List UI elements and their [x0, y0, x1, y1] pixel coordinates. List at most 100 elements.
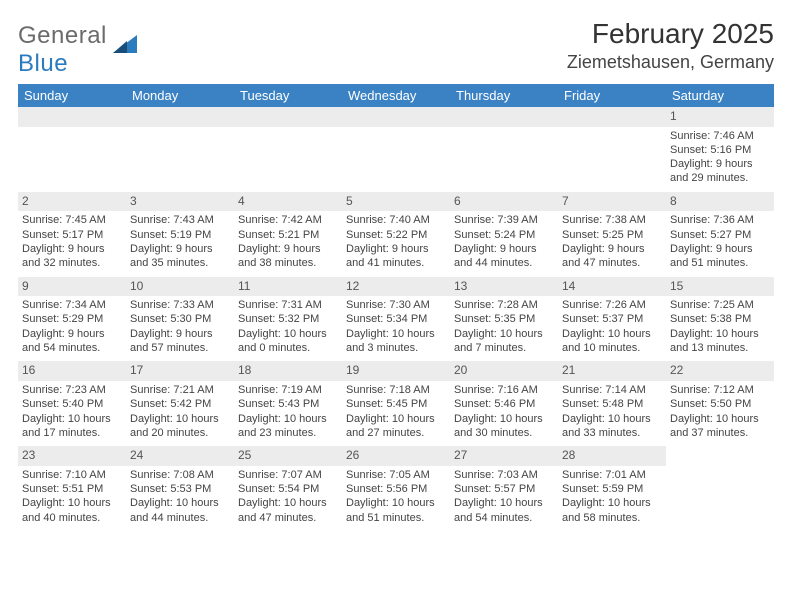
- calendar-body: 1Sunrise: 7:46 AMSunset: 5:16 PMDaylight…: [18, 107, 774, 531]
- day-number: 28: [558, 446, 666, 466]
- day-cell: 13Sunrise: 7:28 AMSunset: 5:35 PMDayligh…: [450, 277, 558, 362]
- day-sunset: Sunset: 5:27 PM: [670, 228, 770, 242]
- day-day1: Daylight: 9 hours: [130, 327, 230, 341]
- dayhead-fri: Friday: [558, 84, 666, 107]
- day-sunrise: Sunrise: 7:40 AM: [346, 213, 446, 227]
- month-title: February 2025: [567, 18, 774, 50]
- day-cell: 11Sunrise: 7:31 AMSunset: 5:32 PMDayligh…: [234, 277, 342, 362]
- day-sunset: Sunset: 5:16 PM: [670, 143, 770, 157]
- day-day1: Daylight: 10 hours: [562, 496, 662, 510]
- day-day1: Daylight: 10 hours: [130, 496, 230, 510]
- logo-part1: General: [18, 22, 107, 49]
- day-sunset: Sunset: 5:21 PM: [238, 228, 338, 242]
- logo-part2: Blue: [18, 50, 68, 77]
- day-number: [126, 107, 234, 127]
- day-cell: 22Sunrise: 7:12 AMSunset: 5:50 PMDayligh…: [666, 361, 774, 446]
- day-cell: 10Sunrise: 7:33 AMSunset: 5:30 PMDayligh…: [126, 277, 234, 362]
- day-sunset: Sunset: 5:43 PM: [238, 397, 338, 411]
- day-sunrise: Sunrise: 7:31 AM: [238, 298, 338, 312]
- day-number: 15: [666, 277, 774, 297]
- day-number: 6: [450, 192, 558, 212]
- day-cell: 6Sunrise: 7:39 AMSunset: 5:24 PMDaylight…: [450, 192, 558, 277]
- day-day1: Daylight: 10 hours: [562, 412, 662, 426]
- day-number: 18: [234, 361, 342, 381]
- day-number: 2: [18, 192, 126, 212]
- day-day2: and 54 minutes.: [454, 511, 554, 525]
- dayhead-sat: Saturday: [666, 84, 774, 107]
- day-sunrise: Sunrise: 7:46 AM: [670, 129, 770, 143]
- day-day2: and 30 minutes.: [454, 426, 554, 440]
- day-day1: Daylight: 10 hours: [670, 412, 770, 426]
- day-number: 9: [18, 277, 126, 297]
- day-day2: and 41 minutes.: [346, 256, 446, 270]
- day-sunrise: Sunrise: 7:21 AM: [130, 383, 230, 397]
- day-sunset: Sunset: 5:42 PM: [130, 397, 230, 411]
- location: Ziemetshausen, Germany: [567, 52, 774, 73]
- calendar-week: 23Sunrise: 7:10 AMSunset: 5:51 PMDayligh…: [18, 446, 774, 531]
- day-day1: Daylight: 9 hours: [130, 242, 230, 256]
- header: General Blue February 2025 Ziemetshausen…: [18, 18, 774, 78]
- day-number: 13: [450, 277, 558, 297]
- day-day2: and 0 minutes.: [238, 341, 338, 355]
- day-cell: 14Sunrise: 7:26 AMSunset: 5:37 PMDayligh…: [558, 277, 666, 362]
- day-number: 25: [234, 446, 342, 466]
- day-day1: Daylight: 10 hours: [238, 412, 338, 426]
- day-day2: and 17 minutes.: [22, 426, 122, 440]
- calendar-week: 9Sunrise: 7:34 AMSunset: 5:29 PMDaylight…: [18, 277, 774, 362]
- day-cell: 3Sunrise: 7:43 AMSunset: 5:19 PMDaylight…: [126, 192, 234, 277]
- day-sunset: Sunset: 5:48 PM: [562, 397, 662, 411]
- day-number: 17: [126, 361, 234, 381]
- day-cell: 4Sunrise: 7:42 AMSunset: 5:21 PMDaylight…: [234, 192, 342, 277]
- dayhead-sun: Sunday: [18, 84, 126, 107]
- day-number: 21: [558, 361, 666, 381]
- day-day1: Daylight: 10 hours: [130, 412, 230, 426]
- day-cell: 23Sunrise: 7:10 AMSunset: 5:51 PMDayligh…: [18, 446, 126, 531]
- day-day2: and 47 minutes.: [562, 256, 662, 270]
- day-cell: [18, 107, 126, 192]
- day-cell: [342, 107, 450, 192]
- day-cell: 5Sunrise: 7:40 AMSunset: 5:22 PMDaylight…: [342, 192, 450, 277]
- day-sunrise: Sunrise: 7:23 AM: [22, 383, 122, 397]
- day-sunrise: Sunrise: 7:05 AM: [346, 468, 446, 482]
- day-day2: and 37 minutes.: [670, 426, 770, 440]
- day-sunset: Sunset: 5:24 PM: [454, 228, 554, 242]
- day-sunrise: Sunrise: 7:28 AM: [454, 298, 554, 312]
- dayhead-mon: Monday: [126, 84, 234, 107]
- day-sunrise: Sunrise: 7:07 AM: [238, 468, 338, 482]
- day-day1: Daylight: 10 hours: [454, 496, 554, 510]
- day-day1: Daylight: 10 hours: [22, 496, 122, 510]
- day-sunset: Sunset: 5:19 PM: [130, 228, 230, 242]
- day-cell: [126, 107, 234, 192]
- day-sunrise: Sunrise: 7:33 AM: [130, 298, 230, 312]
- calendar-week: 16Sunrise: 7:23 AMSunset: 5:40 PMDayligh…: [18, 361, 774, 446]
- day-day2: and 44 minutes.: [454, 256, 554, 270]
- day-cell: 18Sunrise: 7:19 AMSunset: 5:43 PMDayligh…: [234, 361, 342, 446]
- day-day2: and 58 minutes.: [562, 511, 662, 525]
- day-cell: [558, 107, 666, 192]
- day-sunset: Sunset: 5:38 PM: [670, 312, 770, 326]
- day-day1: Daylight: 9 hours: [670, 242, 770, 256]
- logo-sail-icon: [113, 33, 139, 60]
- day-sunrise: Sunrise: 7:03 AM: [454, 468, 554, 482]
- day-day2: and 20 minutes.: [130, 426, 230, 440]
- day-cell: 16Sunrise: 7:23 AMSunset: 5:40 PMDayligh…: [18, 361, 126, 446]
- dayhead-thu: Thursday: [450, 84, 558, 107]
- day-cell: 15Sunrise: 7:25 AMSunset: 5:38 PMDayligh…: [666, 277, 774, 362]
- day-day2: and 10 minutes.: [562, 341, 662, 355]
- day-day1: Daylight: 10 hours: [670, 327, 770, 341]
- day-number: 12: [342, 277, 450, 297]
- day-cell: 20Sunrise: 7:16 AMSunset: 5:46 PMDayligh…: [450, 361, 558, 446]
- day-number: 14: [558, 277, 666, 297]
- day-sunrise: Sunrise: 7:10 AM: [22, 468, 122, 482]
- day-number: 27: [450, 446, 558, 466]
- day-sunset: Sunset: 5:51 PM: [22, 482, 122, 496]
- day-day1: Daylight: 10 hours: [238, 496, 338, 510]
- day-sunset: Sunset: 5:46 PM: [454, 397, 554, 411]
- day-day2: and 35 minutes.: [130, 256, 230, 270]
- day-sunset: Sunset: 5:45 PM: [346, 397, 446, 411]
- day-sunset: Sunset: 5:30 PM: [130, 312, 230, 326]
- day-day2: and 27 minutes.: [346, 426, 446, 440]
- day-day1: Daylight: 9 hours: [22, 242, 122, 256]
- day-day1: Daylight: 9 hours: [454, 242, 554, 256]
- day-day2: and 23 minutes.: [238, 426, 338, 440]
